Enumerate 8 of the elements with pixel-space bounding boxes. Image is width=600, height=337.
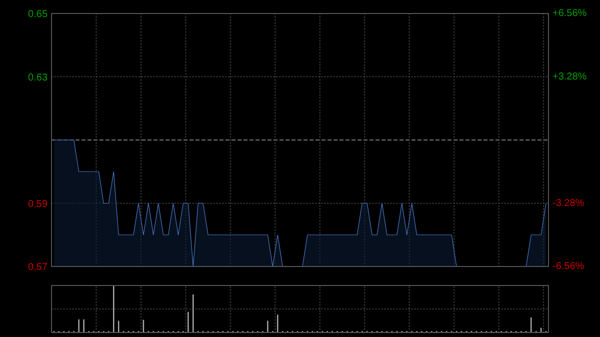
y2-tick-label: +3.28% [552, 71, 587, 82]
y2-tick-label: -3.28% [552, 198, 584, 209]
y-tick-label: 0.65 [28, 9, 48, 20]
y-tick-label: 0.59 [28, 198, 48, 210]
y2-tick-label: -6.56% [552, 261, 584, 272]
y2-tick-label: +6.56% [552, 8, 587, 19]
y-tick-label: 0.63 [28, 72, 48, 84]
y-tick-label: 0.57 [28, 262, 48, 273]
